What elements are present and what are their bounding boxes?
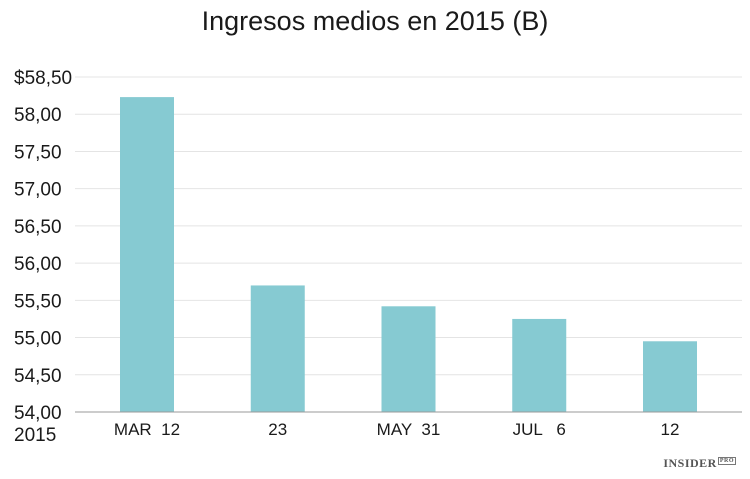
x-tick-label: JUL 6 [513,420,566,439]
year-label: 2015 [14,425,56,446]
bars [120,97,697,412]
brand-badge: PRO [717,457,736,465]
y-tick-label: 54,00 [14,403,62,424]
x-tick-label: 12 [661,420,680,439]
bar [381,306,436,412]
x-tick-label: MAY 31 [377,420,441,439]
y-tick-label: 56,50 [14,217,62,238]
x-tick-label: MAR 12 [114,420,180,439]
x-tick-label: 23 [268,420,287,439]
brand-name: INSIDER [663,456,717,470]
y-tick-label: 56,00 [14,254,62,275]
bar [120,97,174,412]
y-tick-label: 58,00 [14,105,62,126]
bar [512,318,567,412]
insider-logo: INSIDER PRO [663,456,736,471]
bar [643,341,697,412]
chart-title: Ingresos medios en 2015 (B) [201,6,549,36]
y-tick-label: $58,50 [14,68,72,89]
y-tick-label: 55,50 [14,291,62,312]
y-tick-label: 54,50 [14,366,62,387]
y-tick-label: 57,00 [14,180,62,201]
bar [250,285,305,412]
y-tick-label: 55,00 [14,329,62,350]
y-axis: 54,00 54,50 55,00 55,50 56,00 56,50 57,00 57,50… [14,68,72,424]
x-axis: MAR 12 23 MAY 31 JUL 6 12 2015 [14,411,742,446]
y-tick-label: 57,50 [14,142,62,163]
